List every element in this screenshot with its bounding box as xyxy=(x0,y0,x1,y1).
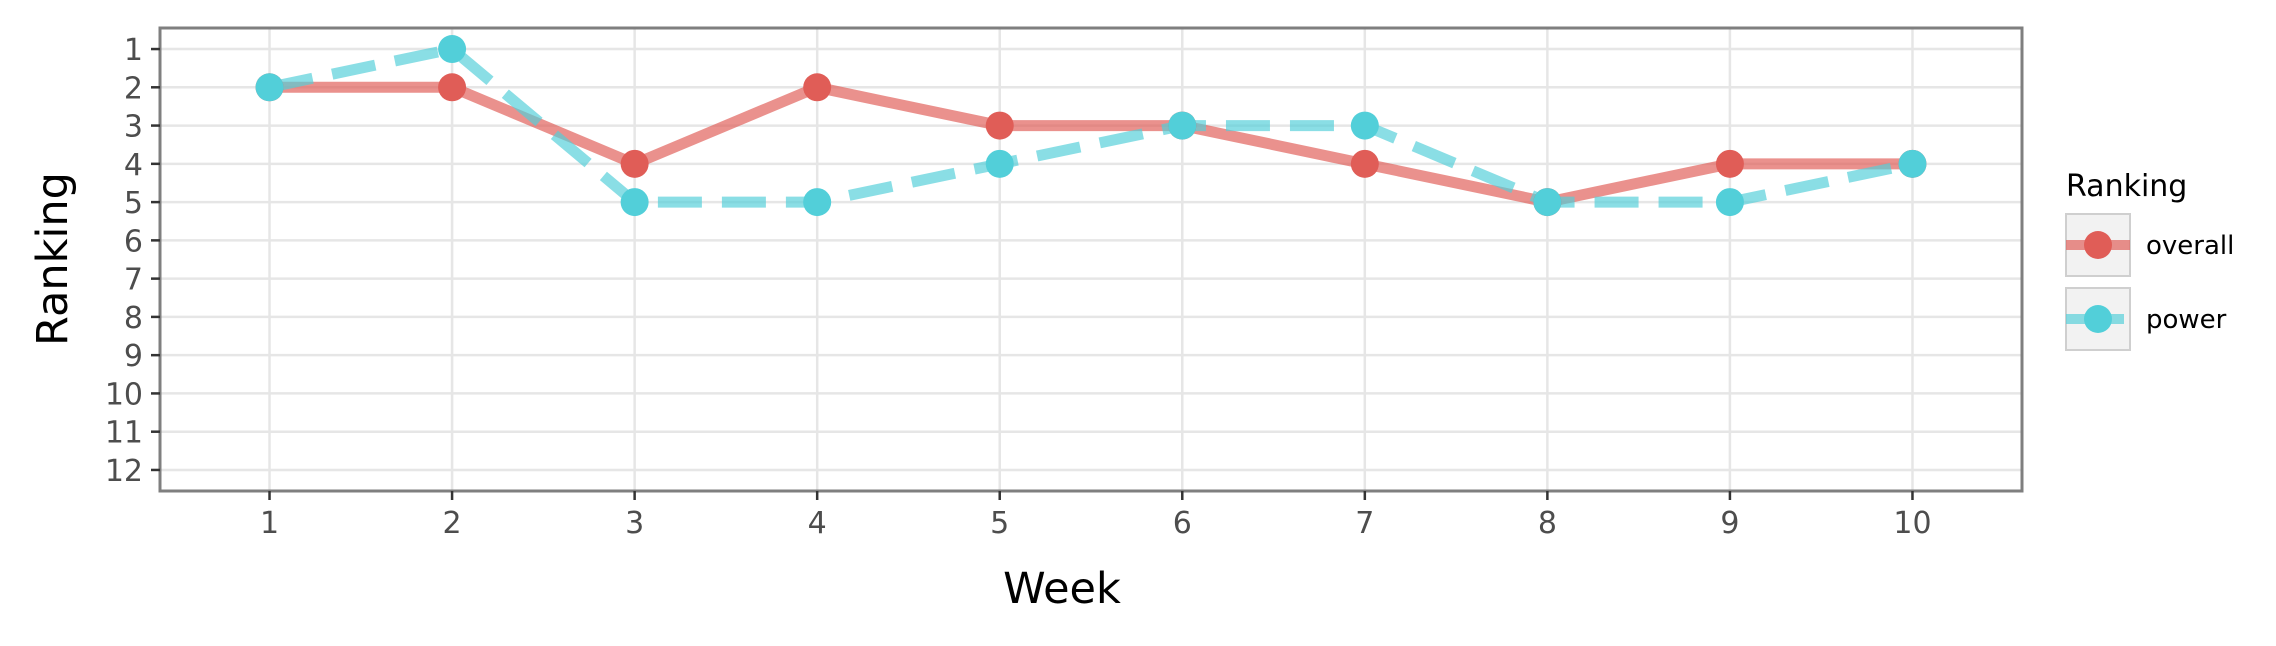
data-point-power xyxy=(1168,111,1197,140)
x-axis-title: Week xyxy=(1003,564,1121,614)
legend-label-power: power xyxy=(2146,305,2227,335)
y-tick-label: 5 xyxy=(124,186,143,221)
y-tick-label: 10 xyxy=(105,377,143,412)
data-point-power xyxy=(620,188,649,217)
x-tick-label: 8 xyxy=(1538,506,1557,541)
plot-panel-background xyxy=(160,28,2022,491)
data-point-overall xyxy=(1715,149,1744,178)
x-tick-label: 9 xyxy=(1720,506,1739,541)
data-point-power xyxy=(1533,188,1562,217)
y-tick-label: 6 xyxy=(124,224,143,259)
data-point-power xyxy=(1715,188,1744,217)
y-tick-label: 1 xyxy=(124,33,143,68)
legend-label-overall: overall xyxy=(2146,231,2234,261)
data-point-power xyxy=(1898,149,1927,178)
y-axis-title: Ranking xyxy=(28,172,78,346)
series-lines xyxy=(268,43,1914,208)
grid-lines xyxy=(160,28,2022,491)
y-tick-label: 2 xyxy=(124,71,143,106)
x-tick-label: 5 xyxy=(990,506,1009,541)
y-tick-label: 4 xyxy=(124,148,143,183)
y-tick-label: 12 xyxy=(105,454,143,489)
data-point-power xyxy=(438,35,467,64)
x-tick-label: 7 xyxy=(1355,506,1374,541)
plot-panel-border xyxy=(158,26,2024,493)
data-point-overall xyxy=(438,73,467,102)
series-line-overall xyxy=(269,81,1913,208)
legend-key-point-overall xyxy=(2084,231,2112,259)
x-tick-label: 1 xyxy=(260,506,279,541)
y-tick-label: 3 xyxy=(124,110,143,145)
axis-ticks xyxy=(151,47,1914,500)
data-point-overall xyxy=(1350,149,1379,178)
x-tick-label: 10 xyxy=(1893,506,1931,541)
data-points xyxy=(255,35,1927,217)
data-point-power xyxy=(985,149,1014,178)
legend: Ranking overall power xyxy=(2065,169,2234,351)
x-tick-label: 3 xyxy=(625,506,644,541)
legend-title: Ranking xyxy=(2066,169,2187,204)
data-point-overall xyxy=(620,149,649,178)
x-tick-label: 2 xyxy=(443,506,462,541)
data-point-overall xyxy=(985,111,1014,140)
x-tick-label: 6 xyxy=(1173,506,1192,541)
data-point-overall xyxy=(803,73,832,102)
y-tick-label: 8 xyxy=(124,301,143,336)
legend-key-point-power xyxy=(2084,305,2112,333)
legend-items: overall power xyxy=(2065,213,2234,351)
x-axis-tick-labels: 1 2 3 4 5 6 7 8 9 10 xyxy=(260,506,1932,541)
data-point-power xyxy=(1350,111,1379,140)
y-tick-label: 9 xyxy=(124,339,143,374)
x-tick-label: 4 xyxy=(808,506,827,541)
y-tick-label: 7 xyxy=(124,263,143,298)
data-point-power xyxy=(255,73,284,102)
y-tick-label: 11 xyxy=(105,416,143,451)
data-point-power xyxy=(803,188,832,217)
